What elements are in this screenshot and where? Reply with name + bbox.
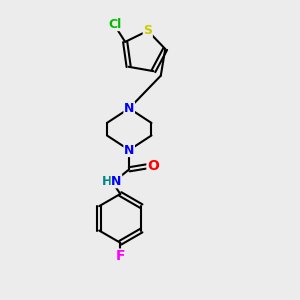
Text: H: H <box>102 175 112 188</box>
Text: Cl: Cl <box>108 17 122 31</box>
Text: O: O <box>147 159 159 173</box>
Text: N: N <box>111 175 122 188</box>
Text: N: N <box>124 143 134 157</box>
Text: N: N <box>124 102 134 115</box>
Text: S: S <box>143 24 152 37</box>
Text: F: F <box>116 249 125 263</box>
